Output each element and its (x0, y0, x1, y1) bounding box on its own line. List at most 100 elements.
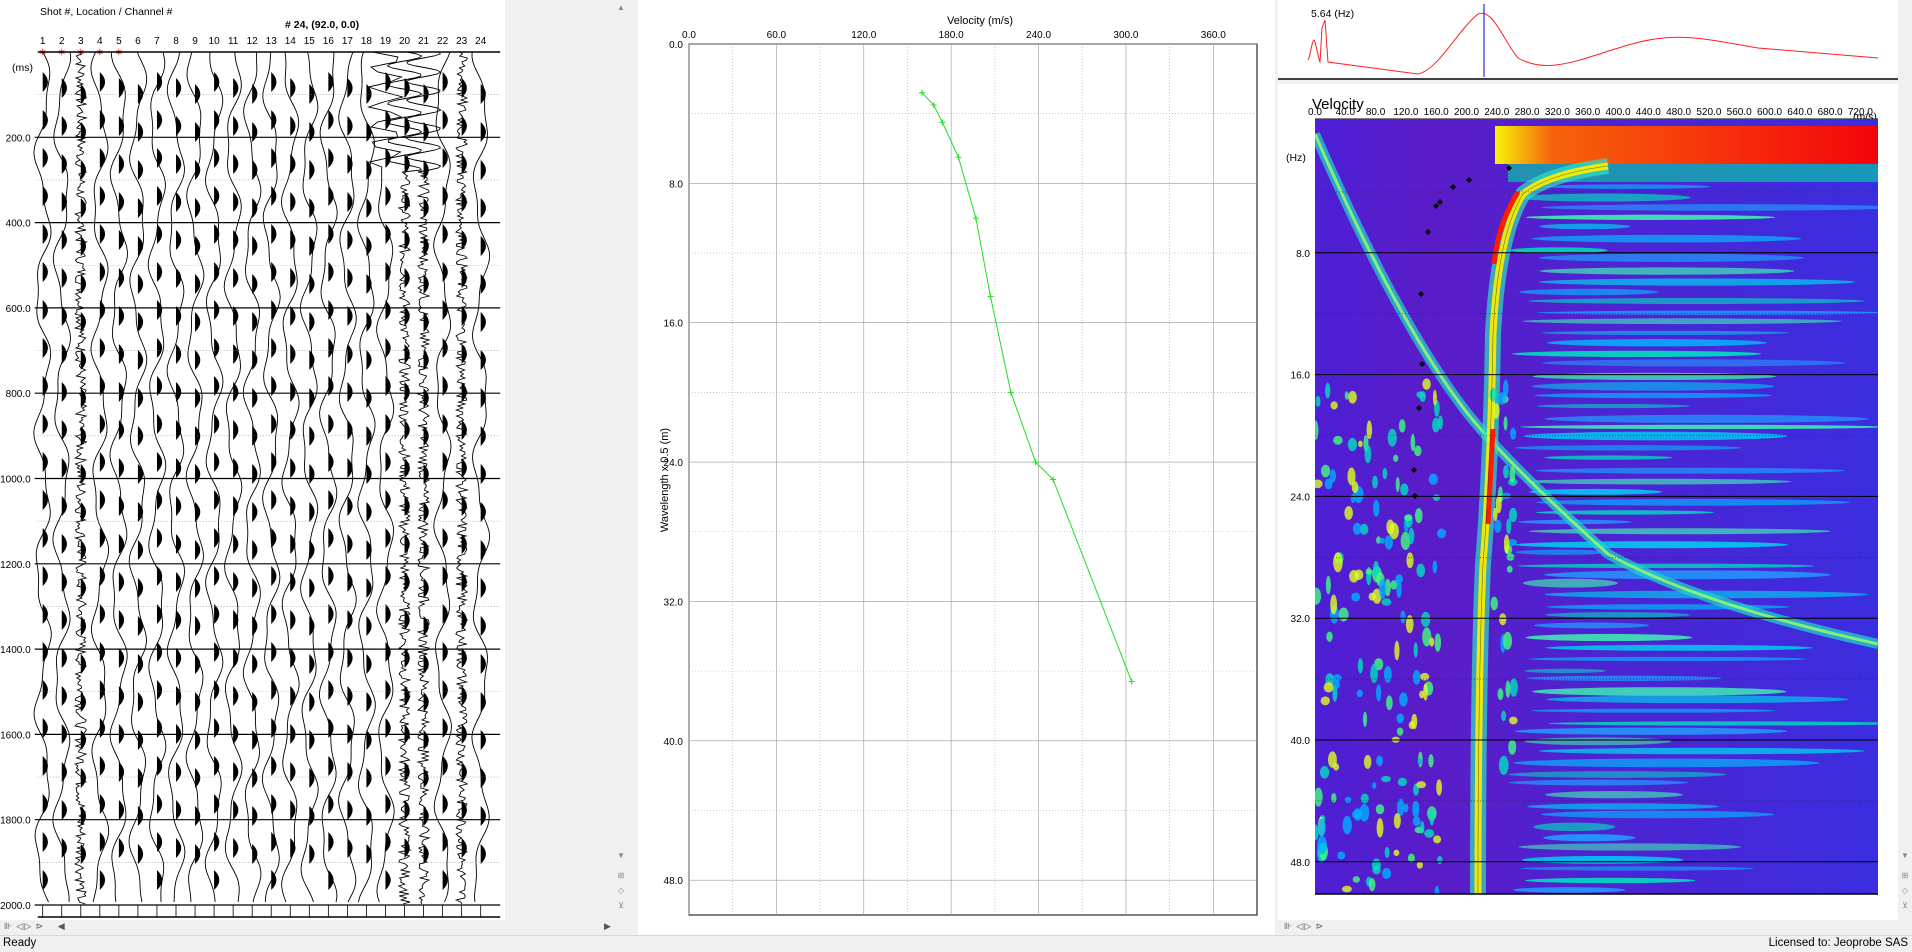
trace-peak-fill (137, 768, 144, 788)
trace-peak-fill (366, 578, 372, 598)
spectral-band (1519, 288, 1659, 296)
trace-peak-fill (290, 762, 296, 782)
trace-peak-fill (385, 642, 391, 662)
trace-peak-fill (42, 490, 48, 510)
trace-peak-fill (42, 680, 48, 700)
trace-peak-fill (271, 756, 277, 776)
amplitude-spectrum[interactable] (1278, 0, 1898, 80)
trace-peak-fill (309, 426, 315, 446)
trace-peak-fill (176, 534, 182, 554)
speckle-blob (1330, 594, 1338, 615)
trace-peak-fill (328, 832, 334, 852)
spectral-band (1544, 414, 1869, 423)
trace-peak-fill (480, 730, 486, 750)
speckle-blob (1315, 587, 1322, 605)
trace-peak-fill (271, 376, 277, 396)
spectrum-pane[interactable]: 5.64 (Hz) (1278, 0, 1898, 80)
trace-peak-fill (366, 464, 372, 484)
speckle-blob (1422, 627, 1432, 647)
nav-right-icon[interactable]: ▶ (604, 921, 612, 931)
speckle-blob (1412, 670, 1421, 685)
collapse-icon[interactable]: ⊻ (618, 901, 624, 910)
nav-first-icon-2[interactable]: ⊪ (1284, 921, 1293, 931)
trace-peak-fill (137, 654, 144, 674)
velocity-image-pane[interactable]: Velocity (m/s) (Hz) 0.0 40.0 80.0 120.0 160.… (1278, 84, 1898, 920)
nav-last-icon[interactable]: ⊳ (35, 921, 45, 931)
scroll-down-icon[interactable]: ▼ (617, 851, 625, 860)
nav-left-icon[interactable]: ◀ (57, 921, 66, 931)
trace-peak-fill (480, 768, 486, 788)
trace-peak-fill (61, 800, 67, 820)
spectral-band (1515, 541, 1789, 549)
spectral-band (1534, 392, 1772, 399)
trace-peak-fill (404, 268, 410, 288)
trace-peak-fill (252, 426, 258, 446)
trace-peak-fill (137, 274, 144, 294)
trace-peak-fill (366, 84, 372, 104)
trace-peak-fill (385, 756, 391, 776)
velocity-vscrollbar[interactable]: ▼ ⊞ ◇ ⊻ (1898, 84, 1912, 920)
trace-peak-fill (156, 794, 163, 814)
trace-peak-fill (442, 186, 448, 206)
nav-first-icon[interactable]: ⊪ (4, 921, 13, 931)
velocity-hnav[interactable]: ⊪ ◁▷ ⊳ (1284, 921, 1894, 935)
speckle-blob (1320, 696, 1330, 706)
speckle-blob (1373, 560, 1379, 577)
dispersion-curve-pane[interactable]: Velocity (m/s) Wavelength x 0.5 (m) 0.0 6… (638, 0, 1275, 935)
dispersion-chart[interactable]: Velocity (m/s) Wavelength x 0.5 (m) 0.0 6… (638, 0, 1275, 935)
seismogram-plot[interactable]: 1 2 3 4 5 6 7 8 9 10 11 12 13 14 15 16 17 18 19 20 21 22 23 24 … (0, 0, 505, 920)
trace-peak-fill (385, 870, 391, 890)
trace-peak-fill (328, 414, 334, 434)
trace-peak-fill (156, 300, 163, 320)
speckle-blob (1503, 464, 1509, 479)
speckle-blob (1509, 507, 1518, 523)
trace-peak-fill (214, 300, 220, 320)
trace-peak-fill (233, 800, 239, 820)
speckle-blob (1400, 610, 1406, 624)
zoom-in-icon[interactable]: ⊞ (617, 871, 625, 880)
nav-prev-icon-2[interactable]: ◁▷ (1296, 921, 1313, 931)
nav-last-icon-2[interactable]: ⊳ (1315, 921, 1325, 931)
scroll-up-icon[interactable]: ▲ (617, 3, 625, 12)
seismogram-hnav[interactable]: ⊪ ◁▷ ⊳ ◀ ▶ (4, 921, 614, 935)
trace-peak-fill (480, 464, 486, 484)
dispersion-image[interactable]: 0.0 40.0 80.0 120.0 160.0 200.0 240.0 280.0 320.… (1278, 84, 1898, 920)
trace-peak-fill (309, 654, 315, 674)
channel-label-7: 7 (154, 36, 160, 47)
channel-label-6: 6 (135, 36, 141, 47)
trace-peak-fill (385, 110, 391, 130)
nav-prev-icon[interactable]: ◁▷ (16, 921, 33, 931)
trace-peak-fill (328, 338, 334, 358)
spectral-band (1531, 234, 1802, 243)
status-license: Licensed to: Jeoprobe SAS (1768, 937, 1908, 949)
spectral-band (1513, 758, 1820, 768)
trace-peak-fill (176, 610, 182, 630)
channel-label-16: 16 (323, 36, 335, 47)
speckle-blob (1414, 445, 1422, 457)
trace-peak-fill (195, 844, 201, 864)
zoom-in-icon-2[interactable]: ⊞ (1901, 871, 1909, 880)
seismogram-vscrollbar[interactable]: ▲ ▼ ⊞ ◇ ⊻ (614, 0, 628, 920)
collapse-icon-2[interactable]: ⊻ (1902, 901, 1908, 910)
seismogram-pane[interactable]: Shot #, Location / Channel # # 24, (92.0… (0, 0, 505, 920)
trace-peak-fill (233, 686, 239, 706)
trace-peak-fill (271, 832, 277, 852)
scroll-down-icon-2[interactable]: ▼ (1901, 851, 1909, 860)
trace-peak-fill (366, 160, 372, 180)
channel-label-22: 22 (437, 36, 449, 47)
trace-peak-fill (80, 312, 87, 332)
trace-peak-fill (252, 502, 258, 522)
expand-icon-2[interactable]: ◇ (1901, 886, 1909, 895)
trace-peak-fill (347, 78, 353, 98)
expand-icon[interactable]: ◇ (617, 886, 625, 895)
trace-peak-fill (366, 540, 372, 560)
spectral-band (1533, 822, 1616, 832)
trace-peak-fill (252, 464, 258, 484)
spectral-band (1508, 771, 1727, 778)
trace-peak-fill (99, 414, 106, 434)
trace-peak-fill (309, 388, 315, 408)
trace-peak-fill (423, 236, 429, 256)
trace-peak-fill (99, 186, 106, 206)
trace-peak-fill (99, 224, 106, 244)
velocity-tick-label: 640.0 (1787, 107, 1812, 118)
